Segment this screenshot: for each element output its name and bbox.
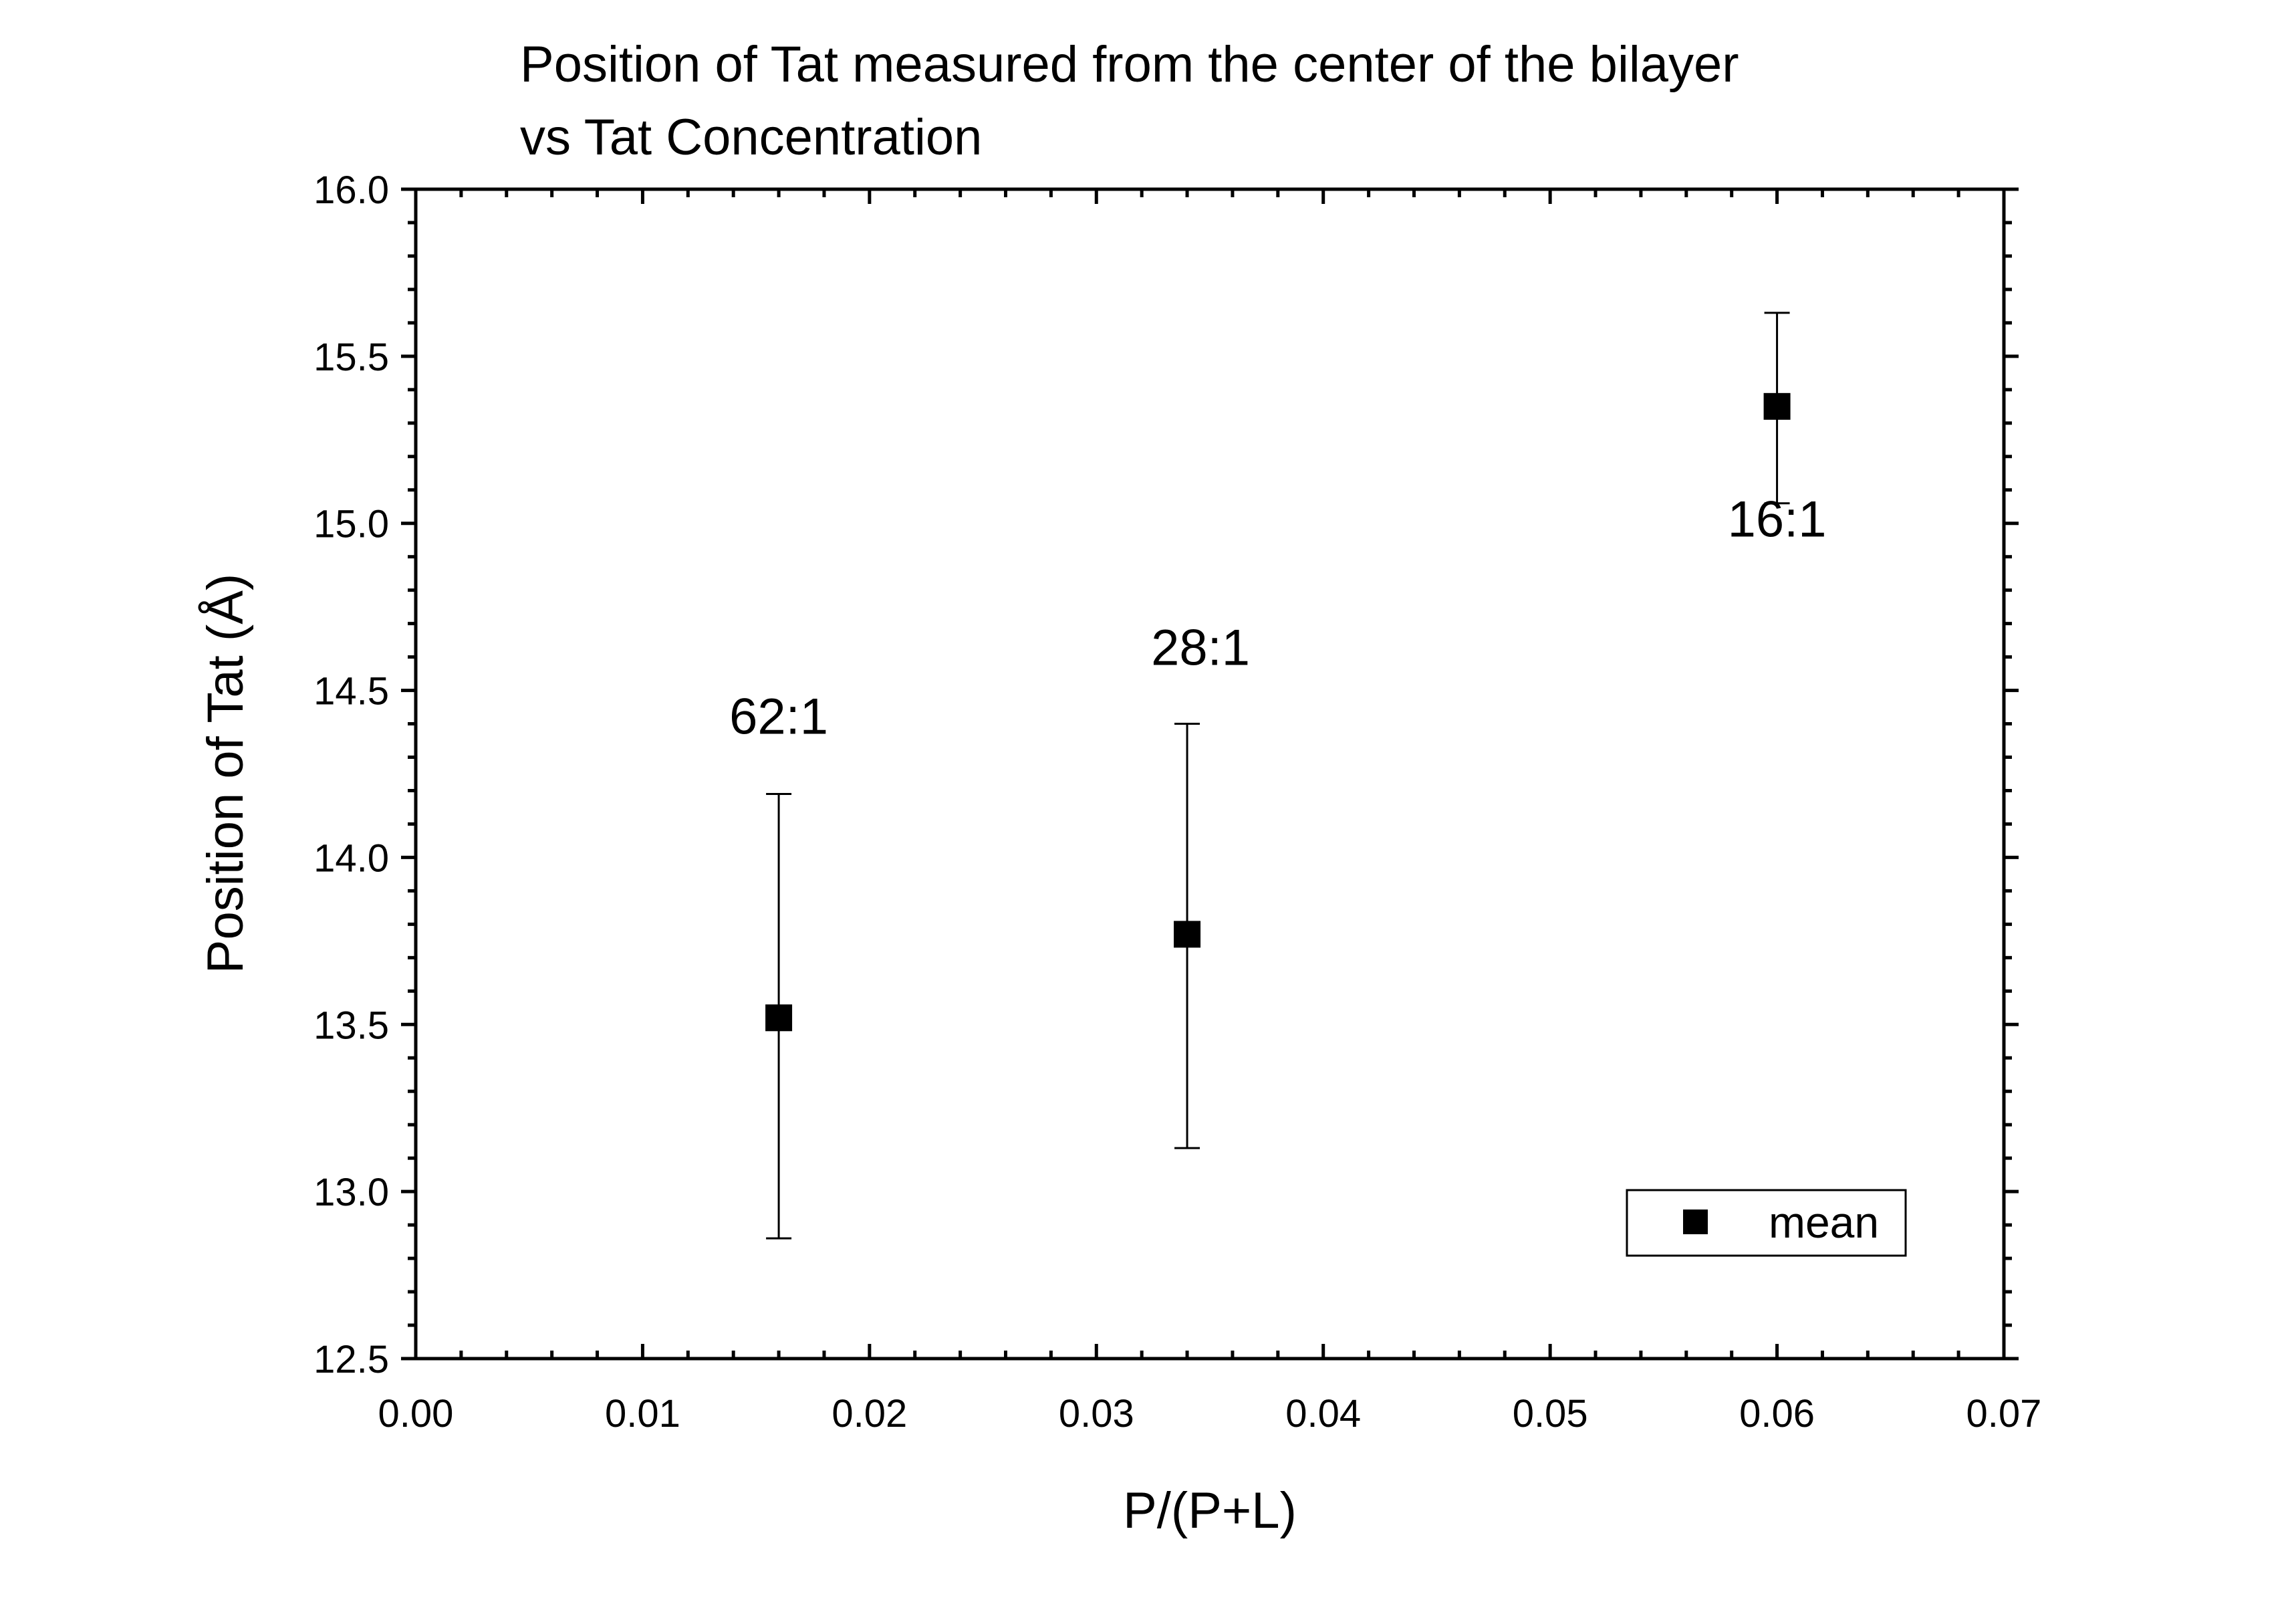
x-tick-label: 0.02 [832, 1392, 907, 1435]
y-tick-label: 16.0 [313, 168, 389, 212]
legend-label: mean [1769, 1197, 1879, 1247]
y-tick-label: 15.5 [313, 336, 389, 379]
y-tick-label: 12.5 [313, 1338, 389, 1381]
chart-title-line-2: vs Tat Concentration [520, 109, 982, 166]
x-tick-label: 0.05 [1513, 1392, 1588, 1435]
data-point [1174, 921, 1201, 948]
legend: mean [1626, 1189, 1907, 1257]
data-marks [765, 312, 1791, 1240]
y-tick-label: 14.0 [313, 836, 389, 880]
x-tick-label: 0.00 [378, 1392, 454, 1435]
point-ratio-label: 16:1 [1728, 491, 1827, 548]
data-point [765, 1004, 793, 1032]
x-tick-label: 0.04 [1285, 1392, 1361, 1435]
x-axis-title: P/(P+L) [1123, 1482, 1297, 1539]
y-tick-label: 13.0 [313, 1171, 389, 1214]
point-annotations: 62:1 28:1 16:1 [729, 491, 1826, 745]
y-tick-label: 14.5 [313, 670, 389, 713]
data-point [1763, 392, 1791, 420]
y-tick-label: 15.0 [313, 503, 389, 546]
y-axis-title: Position of Tat (Å) [197, 574, 254, 973]
chart-title-line-1: Position of Tat measured from the center… [520, 36, 1739, 93]
x-tick-label: 0.03 [1059, 1392, 1134, 1435]
x-tick-label: 0.01 [605, 1392, 680, 1435]
point-ratio-label: 28:1 [1151, 620, 1250, 677]
x-tick-label: 0.06 [1739, 1392, 1815, 1435]
legend-marker [1683, 1210, 1708, 1234]
plot-frame [414, 187, 2006, 1361]
x-tick-label: 0.07 [1966, 1392, 2042, 1435]
point-ratio-label: 62:1 [729, 688, 828, 745]
legend-box [1626, 1189, 1907, 1257]
axis-tick-labels: 0.00 0.01 0.02 0.03 0.04 0.05 0.06 0.07 12.5 13.0… [313, 168, 2041, 1435]
y-tick-label: 13.5 [313, 1004, 389, 1047]
